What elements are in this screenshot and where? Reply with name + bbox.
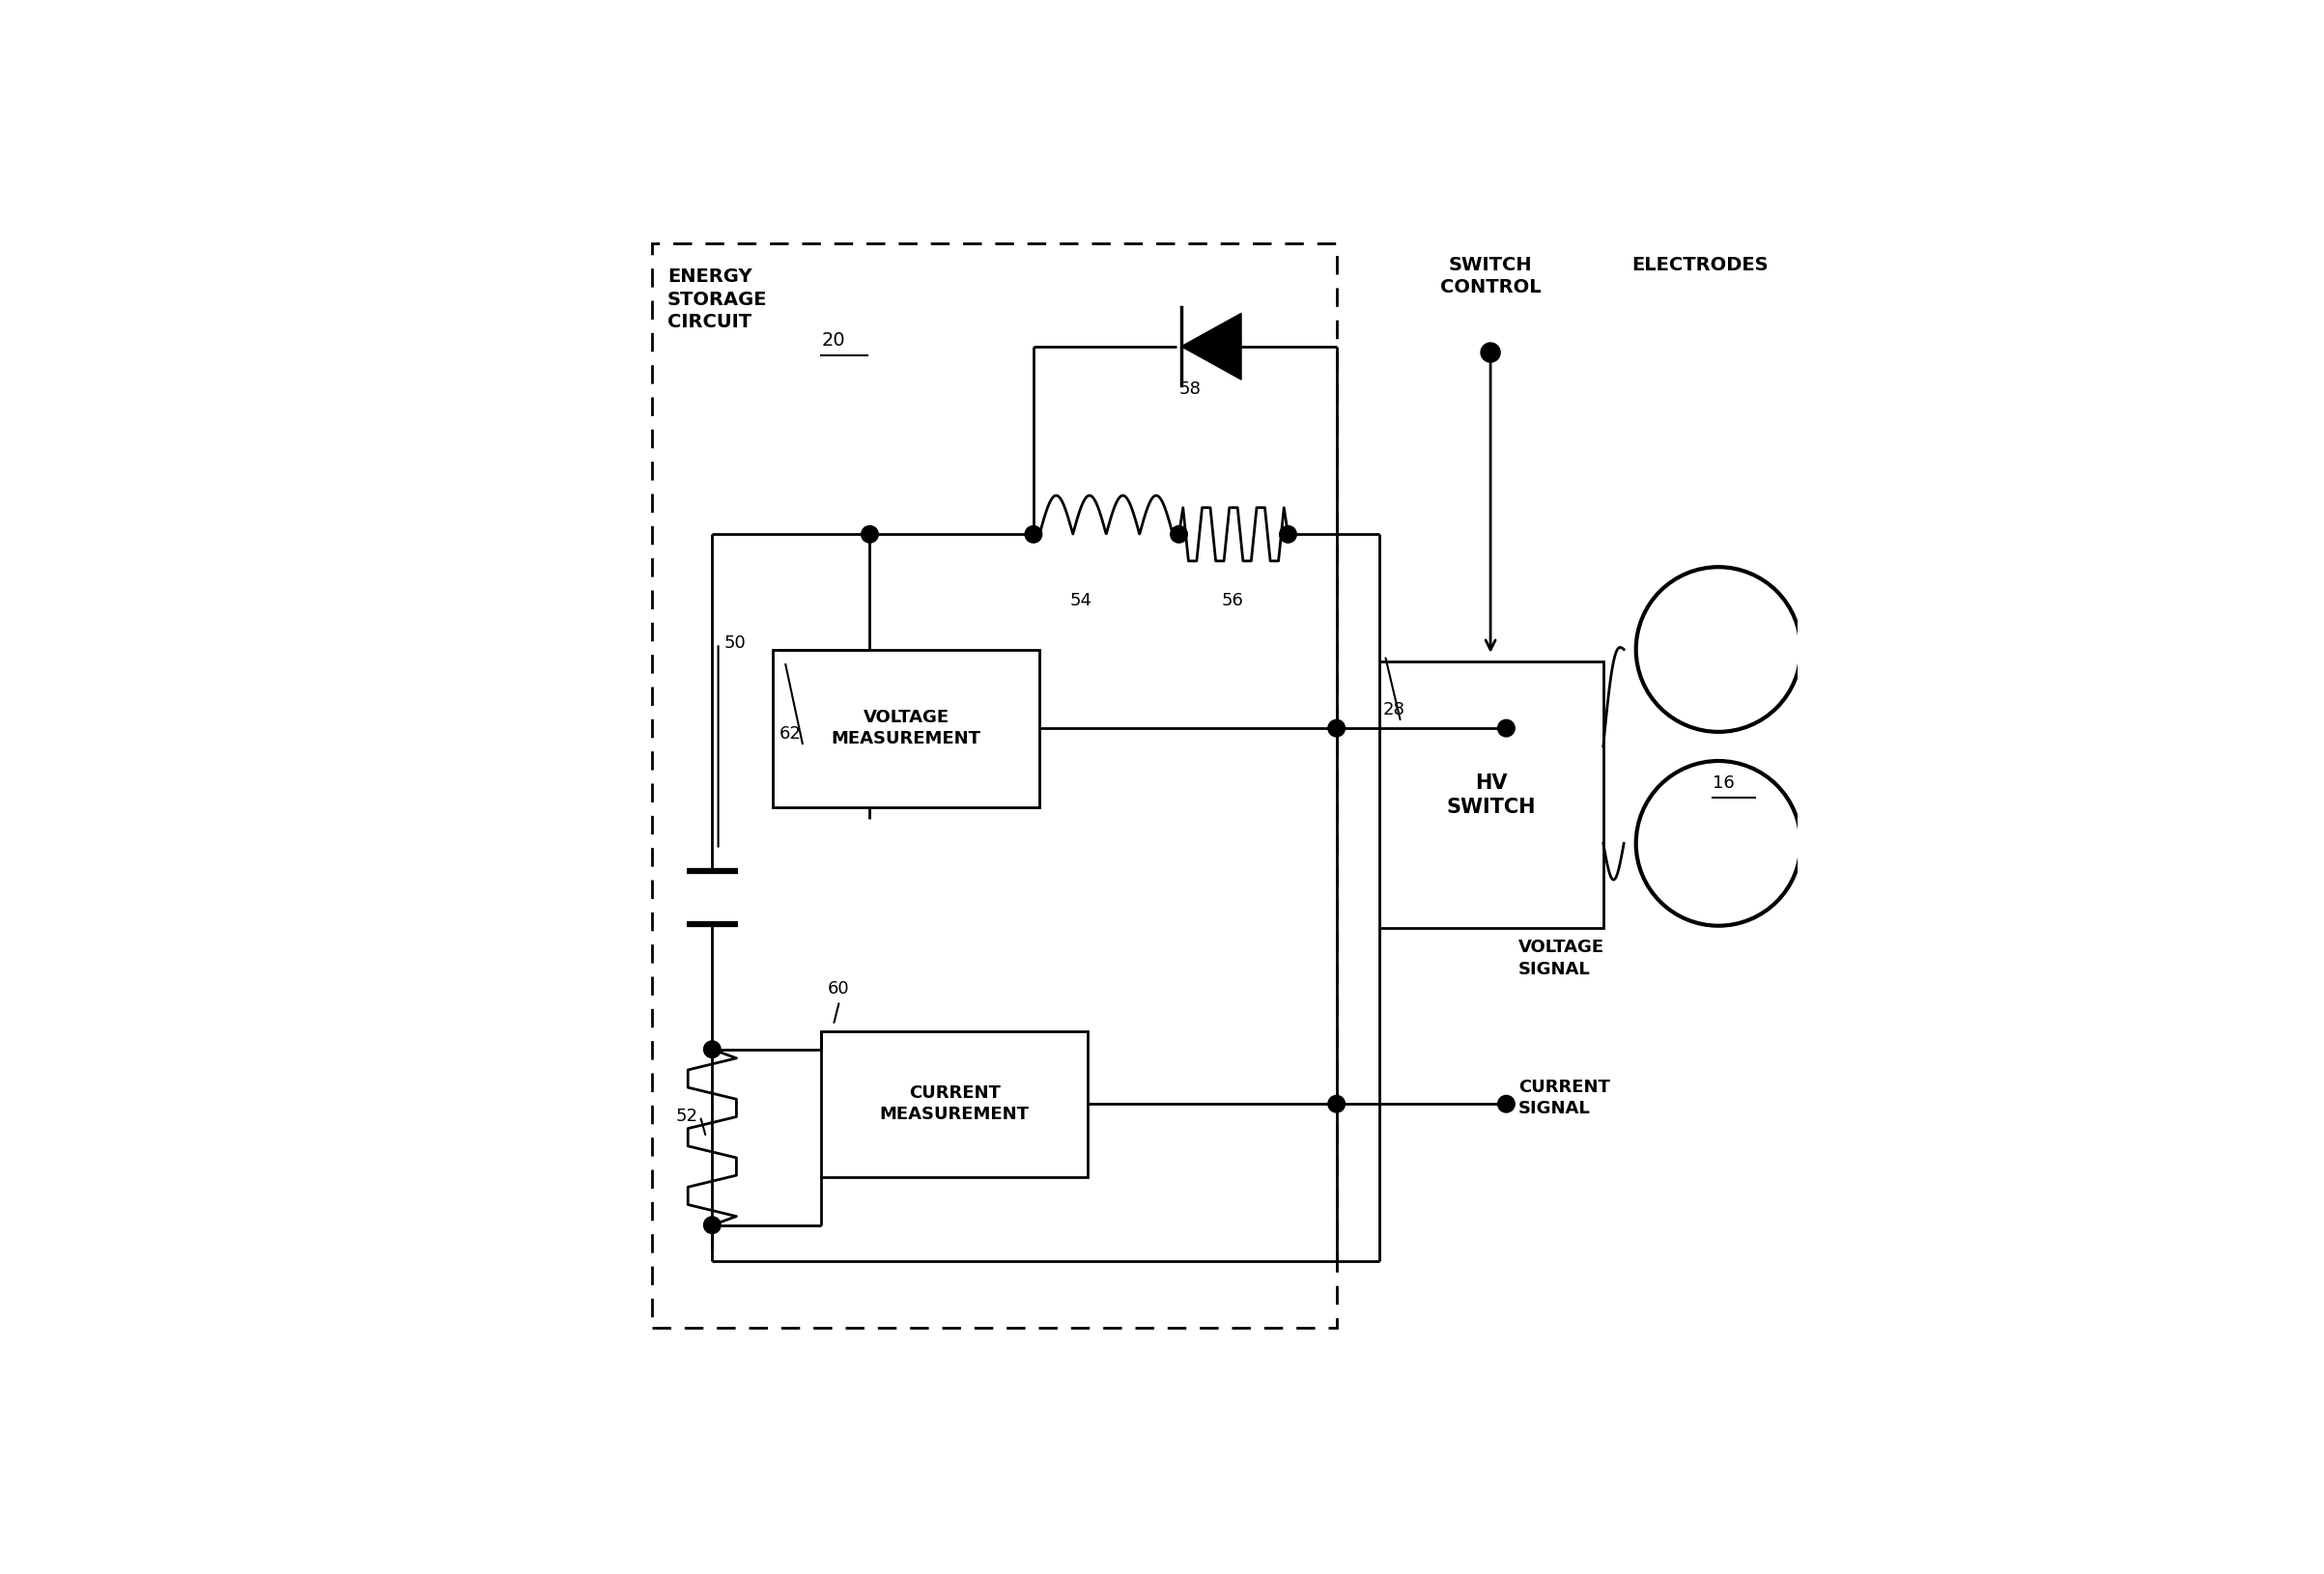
- Circle shape: [1171, 526, 1188, 543]
- Text: 16: 16: [1713, 774, 1734, 792]
- Circle shape: [1497, 1096, 1515, 1113]
- Bar: [651, 244, 1336, 1328]
- Text: HV
SWITCH: HV SWITCH: [1446, 773, 1536, 817]
- Bar: [774, 650, 1039, 807]
- Circle shape: [1497, 719, 1515, 737]
- Text: 54: 54: [1069, 592, 1092, 609]
- Text: 52: 52: [676, 1108, 697, 1125]
- Text: 60: 60: [827, 981, 848, 998]
- Text: VOLTAGE
MEASUREMENT: VOLTAGE MEASUREMENT: [832, 708, 981, 748]
- Text: 20: 20: [820, 331, 846, 349]
- Text: CURRENT
SIGNAL: CURRENT SIGNAL: [1518, 1078, 1611, 1118]
- Circle shape: [1327, 1096, 1346, 1113]
- Circle shape: [704, 1040, 720, 1058]
- Polygon shape: [1181, 313, 1241, 379]
- Text: 28: 28: [1383, 702, 1404, 719]
- Text: ELECTRODES: ELECTRODES: [1631, 255, 1769, 274]
- Text: CURRENT
MEASUREMENT: CURRENT MEASUREMENT: [881, 1084, 1030, 1124]
- Text: 56: 56: [1222, 592, 1243, 609]
- Bar: [820, 1031, 1088, 1177]
- Text: 58: 58: [1178, 381, 1202, 398]
- Bar: [1378, 661, 1604, 929]
- Text: SWITCH
CONTROL: SWITCH CONTROL: [1441, 255, 1541, 296]
- Circle shape: [1327, 719, 1346, 737]
- Text: 62: 62: [779, 726, 802, 743]
- Circle shape: [704, 1217, 720, 1234]
- Circle shape: [1281, 526, 1297, 543]
- Circle shape: [862, 526, 878, 543]
- Text: VOLTAGE
SIGNAL: VOLTAGE SIGNAL: [1518, 940, 1604, 977]
- Circle shape: [1480, 343, 1501, 362]
- Text: ENERGY
STORAGE
CIRCUIT: ENERGY STORAGE CIRCUIT: [667, 268, 767, 332]
- Text: 50: 50: [725, 634, 746, 652]
- Circle shape: [1025, 526, 1041, 543]
